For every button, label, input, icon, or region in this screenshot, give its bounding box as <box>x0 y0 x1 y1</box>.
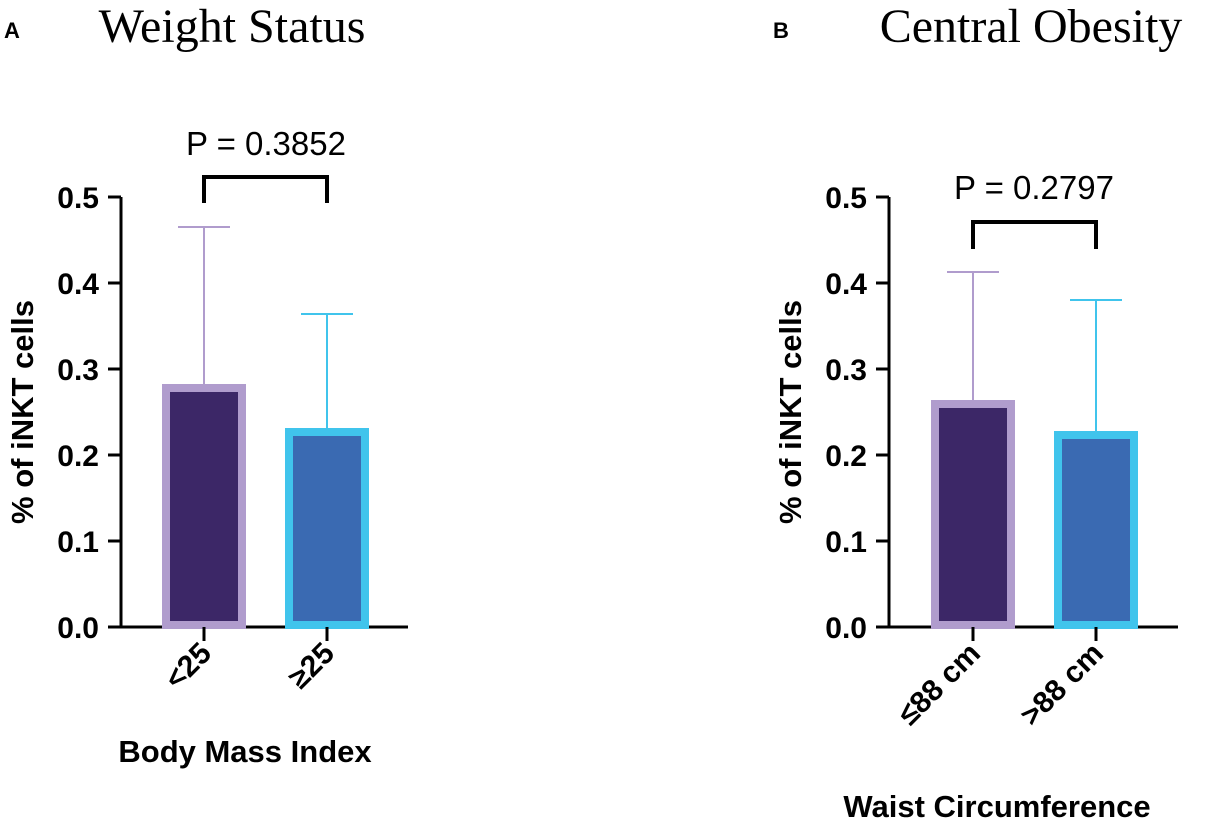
panel-b-bar-0 <box>931 400 1015 629</box>
panel-a-ytick-5: 0.5 <box>57 182 121 215</box>
panel-b-ytick-label: 0.4 <box>825 268 867 301</box>
panel-a-ytick-2: 0.2 <box>57 440 121 473</box>
panel-a-errorbar-1 <box>301 313 353 430</box>
panel-b-ytick-1: 0.1 <box>825 526 889 559</box>
panel-a-ytick-label: 0.1 <box>57 526 99 559</box>
panel-b-ylabel: % of iNKT cells <box>773 300 808 524</box>
panel-a-errorbar-0 <box>178 226 230 385</box>
panel-a-ytick-1: 0.1 <box>57 526 121 559</box>
panel-b-title: Central Obesity <box>880 0 1183 53</box>
panel-b-ytick-2: 0.2 <box>825 440 889 473</box>
panel-a: A Weight Status % of iNKT cells 0.0 0.1 … <box>4 0 408 769</box>
panel-b-p-value: P = 0.2797 <box>954 169 1114 206</box>
panel-a-p-value: P = 0.3852 <box>186 125 346 162</box>
panel-a-ytick-label: 0.5 <box>57 182 99 215</box>
panel-b-xtick-label-0: ≤88 cm <box>892 637 987 732</box>
panel-a-ytick-0: 0.0 <box>57 612 121 645</box>
panel-a-ytick-label: 0.4 <box>57 268 99 301</box>
panel-b-ytick-label: 0.5 <box>825 182 867 215</box>
panel-b-ytick-label: 0.3 <box>825 354 867 387</box>
panel-b-ytick-label: 0.1 <box>825 526 867 559</box>
panel-a-letter: A <box>4 18 20 43</box>
panel-b-significance-bracket <box>971 220 1098 249</box>
panel-a-title: Weight Status <box>99 0 366 53</box>
panel-b-xlabel: Waist Circumference <box>843 789 1150 824</box>
panel-a-xtick-label-1: ≥25 <box>282 637 341 696</box>
panel-b-errorbar-0 <box>947 271 999 402</box>
panel-b: B Central Obesity % of iNKT cells 0.0 0.… <box>773 0 1182 824</box>
panel-b-ytick-4: 0.4 <box>825 268 889 301</box>
panel-a-ytick-4: 0.4 <box>57 268 121 301</box>
panel-b-ytick-0: 0.0 <box>825 612 889 645</box>
panel-a-ytick-label: 0.2 <box>57 440 99 473</box>
panel-b-ytick-label: 0.2 <box>825 440 867 473</box>
panel-b-xtick-label-1: >88 cm <box>1014 637 1110 733</box>
panel-a-significance-bracket <box>202 175 329 203</box>
panel-b-ytick-3: 0.3 <box>825 354 889 387</box>
panel-a-bar-1 <box>285 428 369 629</box>
panel-b-bar-1 <box>1054 431 1138 629</box>
panel-b-errorbar-1 <box>1070 299 1122 432</box>
panel-a-ytick-3: 0.3 <box>57 354 121 387</box>
panel-a-xlabel: Body Mass Index <box>118 734 372 769</box>
panel-a-ylabel: % of iNKT cells <box>5 300 40 524</box>
panel-a-xtick-label-0: <25 <box>159 637 218 696</box>
panel-a-ytick-label: 0.0 <box>57 612 99 645</box>
panel-b-ytick-label: 0.0 <box>825 612 867 645</box>
panel-b-letter: B <box>773 18 789 43</box>
panel-b-ytick-5: 0.5 <box>825 182 889 215</box>
panel-a-ytick-label: 0.3 <box>57 354 99 387</box>
panel-a-bar-0 <box>162 384 246 629</box>
